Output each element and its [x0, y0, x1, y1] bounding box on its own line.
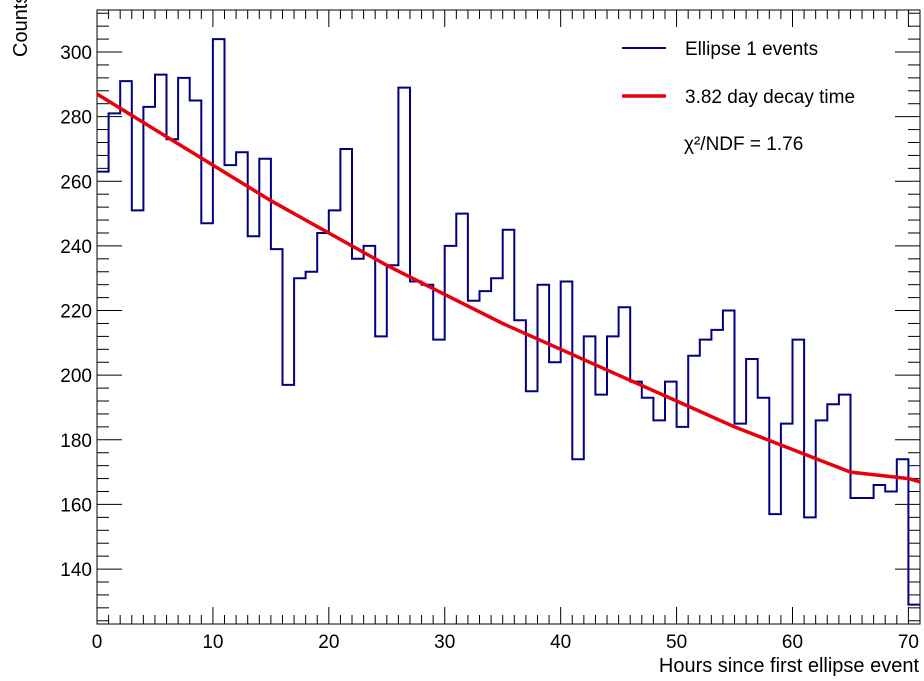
- y-tick-label: 300: [60, 43, 92, 64]
- y-tick-label: 220: [60, 302, 92, 323]
- y-tick-label: 240: [60, 237, 92, 258]
- x-tick-label: 50: [666, 632, 687, 653]
- y-tick-label: 260: [60, 172, 92, 193]
- chi2-annotation: χ²/NDF = 1.76: [684, 134, 803, 155]
- tick-labels: 0 10 20 30 40 50 60 70 140 160 180 200 220 240 260 280 3…: [60, 43, 919, 653]
- ellipse-1-events-histogram: [97, 38, 920, 606]
- y-axis-title: Counts: [10, 0, 32, 57]
- plot-frame: [96, 9, 921, 625]
- y-tick-label: 200: [60, 366, 92, 387]
- x-tick-label: 40: [550, 632, 571, 653]
- decay-fit-curve: [96, 92, 921, 484]
- y-tick-label: 280: [60, 108, 92, 129]
- legend-label-fit: 3.82 day decay time: [685, 87, 855, 108]
- y-tick-label: 140: [60, 560, 92, 581]
- y-tick-label: 180: [60, 431, 92, 452]
- x-tick-label: 0: [92, 632, 103, 653]
- x-tick-label: 60: [782, 632, 803, 653]
- legend-label-histogram: Ellipse 1 events: [685, 39, 818, 60]
- x-tick-label: 70: [898, 632, 919, 653]
- x-axis-title: Hours since first ellipse event: [659, 655, 920, 677]
- legend: Ellipse 1 events 3.82 day decay time χ²/…: [622, 39, 855, 155]
- y-tick-label: 160: [60, 495, 92, 516]
- x-tick-label: 30: [434, 632, 455, 653]
- x-tick-label: 10: [202, 632, 223, 653]
- x-tick-label: 20: [318, 632, 339, 653]
- axis-ticks: [96, 10, 921, 624]
